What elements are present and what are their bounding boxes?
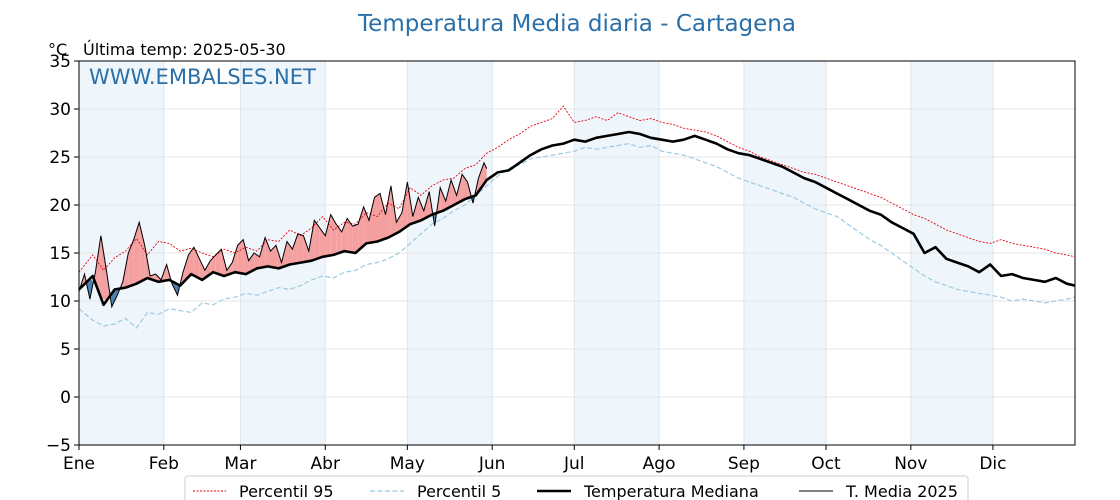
x-tick-label: Jun: [478, 454, 506, 474]
anomaly-fill: [314, 220, 320, 260]
unit-label: °C: [48, 40, 67, 59]
anomaly-fill: [319, 228, 326, 258]
anomaly-fill: [440, 187, 446, 212]
y-axis: −5 0 5 10 15 20 25 30 35: [46, 52, 79, 456]
legend-p5-label: Percentil 5: [417, 482, 501, 500]
anomaly-fill: [193, 247, 200, 279]
anomaly-fill: [303, 235, 309, 263]
legend-p95-label: Percentil 95: [239, 482, 334, 500]
anomaly-fill: [380, 193, 386, 241]
anomaly-fill: [396, 212, 402, 234]
anomaly-fill: [423, 191, 430, 219]
anomaly-fill: [254, 253, 260, 270]
y-tick-label: 20: [49, 196, 71, 216]
series-line-p95: [78, 105, 1076, 273]
anomaly-fill: [336, 224, 342, 254]
anomaly-fill: [325, 214, 331, 257]
anomaly-fill: [341, 218, 348, 252]
x-tick-label: Mar: [224, 454, 256, 474]
x-tick-label: Jul: [563, 454, 585, 474]
anomaly-fill: [95, 235, 101, 298]
anomaly-fill: [270, 245, 276, 268]
y-tick-label: 0: [60, 388, 71, 408]
anomaly-fill: [352, 224, 359, 253]
x-tick-label: Dic: [979, 454, 1006, 474]
chart-title: Temperatura Media diaria - Cartagena: [357, 11, 796, 37]
series-line-median: [78, 130, 1076, 307]
anomaly-fill: [248, 253, 255, 273]
anomaly-fill: [259, 237, 266, 268]
x-tick-label: Oct: [811, 454, 841, 474]
anomaly-fill: [363, 206, 369, 246]
anomaly-fill: [232, 245, 238, 274]
y-tick-label: 15: [49, 244, 71, 264]
anomaly-fill: [385, 185, 391, 239]
x-tick-label: Nov: [894, 454, 927, 474]
series-lines: [78, 105, 1076, 329]
anomaly-fill: [128, 239, 134, 287]
legend-box: [184, 475, 969, 500]
anomaly-fill: [456, 174, 463, 204]
anomaly-fill: [347, 218, 353, 253]
anomaly-fill: [183, 254, 189, 283]
anomaly-fill: [330, 214, 337, 256]
legend: Percentil 95 Percentil 5 Temperatura Med…: [184, 475, 969, 500]
y-tick-label: 5: [60, 340, 71, 360]
legend-median-label: Temperatura Mediana: [583, 482, 759, 500]
x-tick-label: Ene: [63, 454, 95, 474]
anomaly-fill: [215, 249, 222, 276]
x-tick-label: Sep: [728, 454, 760, 474]
anomaly-fill: [133, 222, 140, 285]
last-temp-label: Última temp: 2025-05-30: [83, 40, 286, 59]
anomaly-fill: [418, 197, 424, 222]
anomaly-fill: [401, 182, 408, 230]
y-tick-label: 25: [49, 148, 71, 168]
y-tick-label: 35: [49, 52, 71, 72]
anomaly-fill: [390, 185, 397, 237]
anomaly-fill: [297, 233, 304, 264]
x-tick-label: May: [390, 454, 425, 474]
x-tick-label: Ago: [643, 454, 676, 474]
anomaly-fill: [358, 206, 364, 251]
series-line-current: [78, 161, 488, 309]
anomaly-fill: [188, 247, 194, 277]
series-line-p5: [78, 142, 1076, 329]
anomaly-fill: [265, 237, 271, 267]
anomaly-fill: [199, 258, 205, 279]
anomaly-fill: [292, 233, 298, 264]
y-tick-label: 10: [49, 292, 71, 312]
legend-current-label: T. Media 2025: [845, 482, 958, 500]
x-tick-label: Feb: [149, 454, 179, 474]
anomaly-fill: [451, 180, 457, 207]
watermark: WWW.EMBALSES.NET: [89, 65, 316, 89]
y-tick-label: −5: [46, 436, 71, 456]
anomaly-fills: [79, 162, 487, 307]
x-tick-label: Abr: [311, 454, 340, 474]
anomaly-fill: [139, 222, 145, 283]
anomaly-fill: [374, 193, 380, 242]
anomaly-fill: [369, 197, 375, 243]
anomaly-fill: [100, 235, 107, 301]
x-axis: Ene Feb Mar Abr May Jun Jul Ago Sep Oct Nov Dic: [63, 445, 1006, 474]
y-tick-label: 30: [49, 100, 71, 120]
anomaly-fill: [226, 262, 233, 276]
anomaly-fill: [237, 239, 244, 274]
